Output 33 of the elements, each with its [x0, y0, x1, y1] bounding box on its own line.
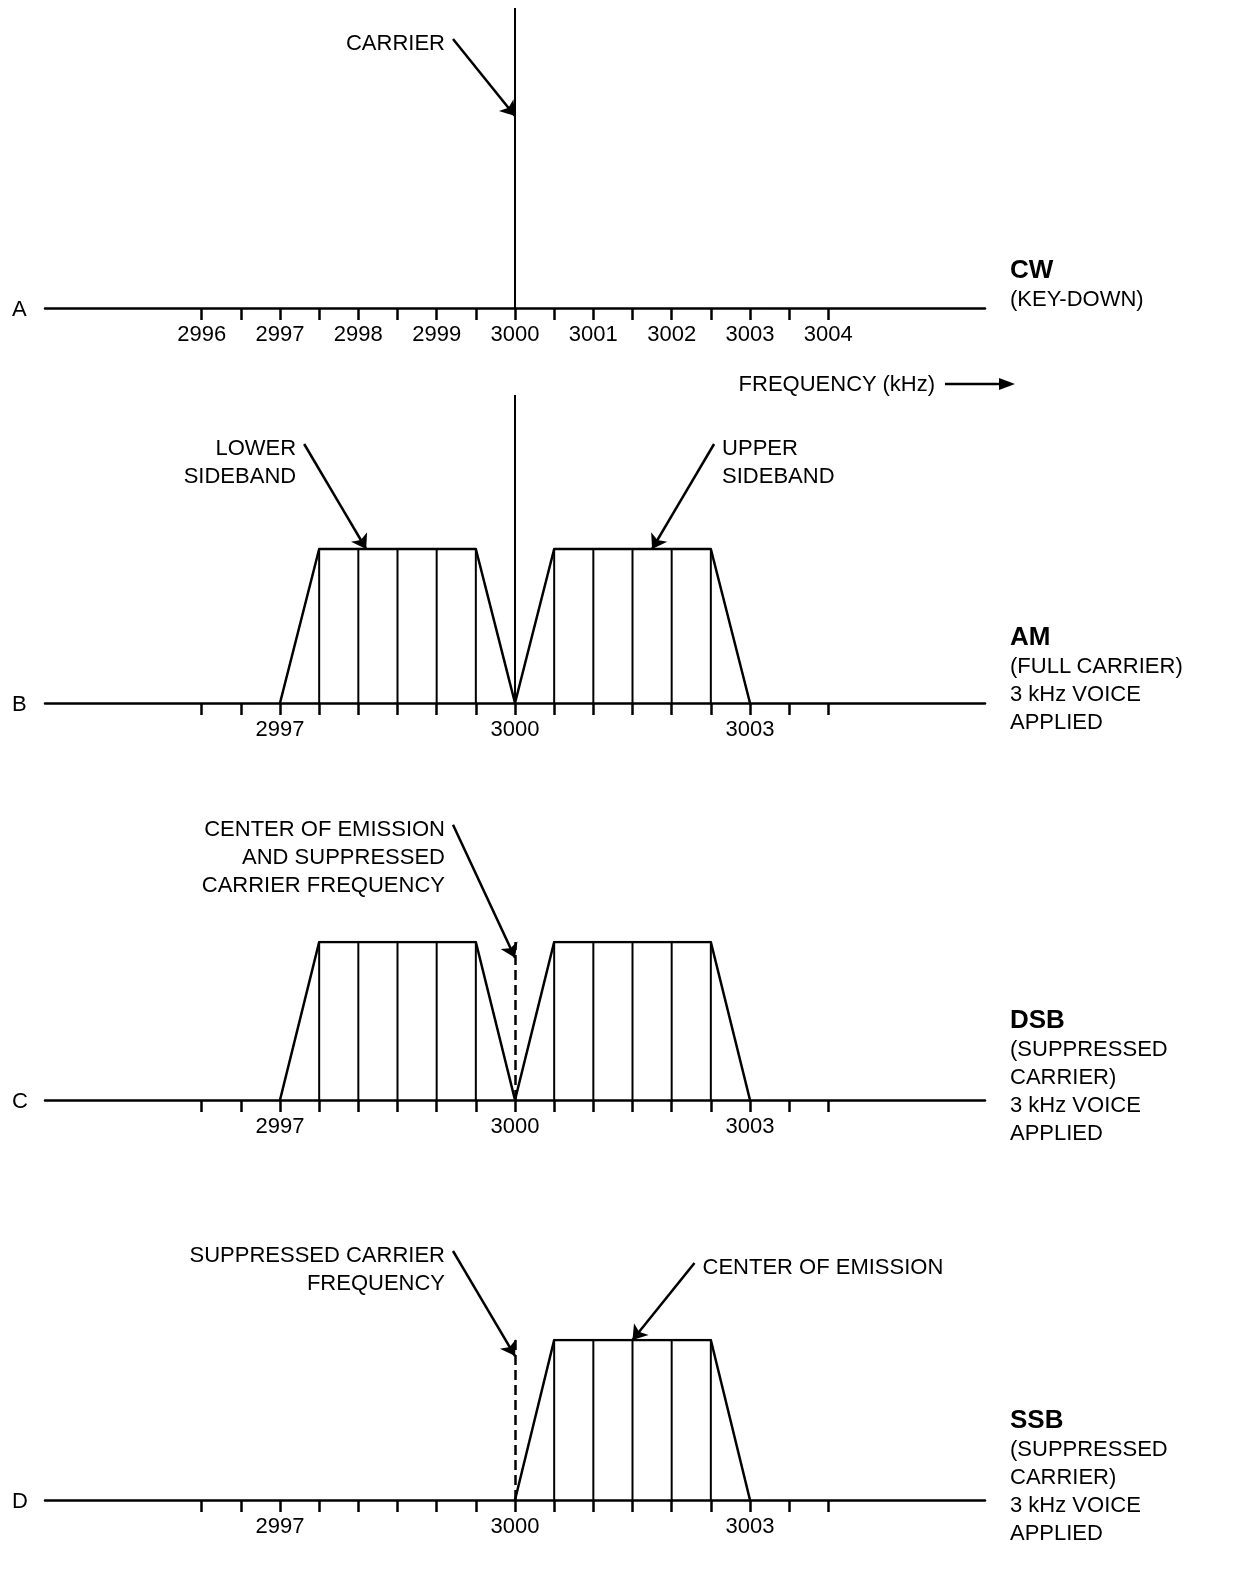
- text: A: [12, 296, 27, 321]
- text: D: [12, 1488, 28, 1513]
- x-tick-label: 2997: [255, 1112, 305, 1138]
- x-tick-label: 3000: [490, 1512, 540, 1538]
- text: SSB (SUPPRESSED CARRIER) 3 kHz VOICE APPLIED: [1010, 1404, 1168, 1545]
- annotation: SUPPRESSED CARRIER FREQUENCY: [189, 1241, 446, 1295]
- annotation: CENTER OF EMISSION AND SUPPRESSED CARRIER FREQUENCY: [201, 815, 446, 897]
- text: DSB (SUPPRESSED CARRIER) 3 kHz VOICE APPLIED: [1010, 1004, 1168, 1145]
- annotation: UPPER SIDEBAND: [722, 434, 835, 488]
- x-axis-title: FREQUENCY (kHz): [738, 371, 935, 396]
- x-tick-label: 3003: [725, 715, 775, 741]
- x-tick-label: 2997: [255, 715, 305, 741]
- x-tick-label: 3000: [490, 715, 540, 741]
- text: AM (FULL CARRIER) 3 kHz VOICE APPLIED: [1010, 621, 1183, 734]
- x-tick-label: 2999: [412, 320, 462, 346]
- x-tick-label: 2997: [255, 320, 305, 346]
- x-tick-label: 3002: [647, 320, 697, 346]
- x-tick-label: 3003: [725, 320, 775, 346]
- x-tick-label: 3003: [725, 1512, 775, 1538]
- annotation: CARRIER: [345, 29, 445, 55]
- x-tick-label: 3004: [803, 320, 853, 346]
- annotation: LOWER SIDEBAND: [183, 434, 297, 488]
- x-tick-label: 2997: [255, 1512, 305, 1538]
- text: B: [12, 691, 27, 716]
- x-tick-label: 3003: [725, 1112, 775, 1138]
- annotation: CENTER OF EMISSION: [702, 1253, 944, 1279]
- text: CW (KEY-DOWN): [1010, 254, 1144, 311]
- text: C: [12, 1088, 28, 1113]
- x-tick-label: 3001: [568, 320, 618, 346]
- x-tick-label: 2998: [333, 320, 383, 346]
- x-tick-label: 3000: [490, 320, 540, 346]
- x-tick-label: 3000: [490, 1112, 540, 1138]
- x-tick-label: 2996: [177, 320, 227, 346]
